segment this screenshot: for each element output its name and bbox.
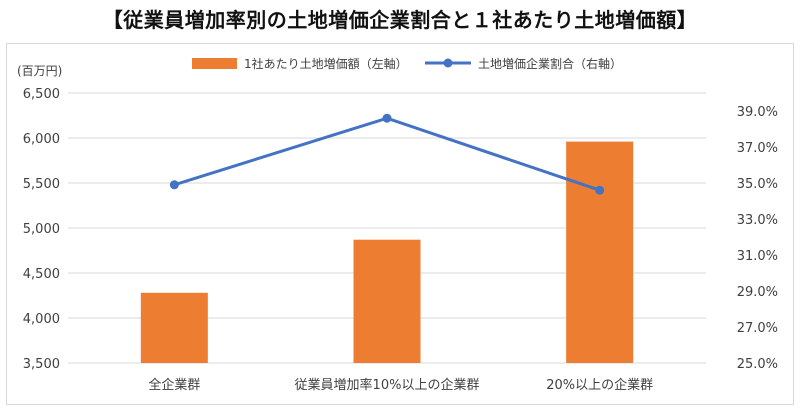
legend-line-marker <box>443 58 453 68</box>
left-axis-tick: 5,500 <box>23 177 60 192</box>
left-axis-tick: 6,000 <box>23 132 60 147</box>
series-line <box>173 116 601 192</box>
right-axis-tick: 29.0% <box>737 285 778 300</box>
right-axis: 25.0% 27.0% 29.0% 31.0% 33.0% 35.0% 37.0% 39.0% <box>737 105 778 372</box>
left-axis-unit: (百万円) <box>17 64 62 78</box>
category-label: 全企業群 <box>148 377 200 393</box>
left-axis-tick: 4,000 <box>23 312 60 327</box>
right-axis-tick: 25.0% <box>737 357 778 372</box>
right-axis-tick: 27.0% <box>737 321 778 336</box>
right-axis-tick: 35.0% <box>737 177 778 192</box>
bar <box>566 141 634 363</box>
category-label: 従業員増加率10%以上の企業群 <box>295 377 480 393</box>
bar <box>140 292 208 363</box>
legend-bar-label: 1社あたり土地増価額（左軸） <box>244 56 408 71</box>
left-axis-tick: 6,500 <box>23 87 60 102</box>
legend-line-label: 土地増価企業割合（右軸） <box>478 56 622 71</box>
right-axis-tick: 33.0% <box>737 213 778 228</box>
category-label: 20%以上の企業群 <box>546 377 653 393</box>
bar-series <box>140 141 634 363</box>
right-axis-tick: 37.0% <box>737 141 778 156</box>
line-point <box>595 185 605 195</box>
line-point <box>169 180 179 190</box>
chart-title: 【従業員増加率別の土地増価企業割合と１社あたり土地増価額】 <box>102 8 698 32</box>
category-axis: 全企業群 従業員増加率10%以上の企業群 20%以上の企業群 <box>148 377 653 393</box>
left-axis-tick: 5,000 <box>23 222 60 237</box>
legend-bar-swatch <box>192 58 237 69</box>
left-axis-tick: 4,500 <box>23 267 60 282</box>
line-point <box>382 113 392 123</box>
line-series <box>169 113 605 195</box>
bar <box>353 239 421 363</box>
right-axis-tick: 31.0% <box>737 249 778 264</box>
left-axis-tick: 3,500 <box>23 357 60 372</box>
chart-frame <box>6 43 794 405</box>
left-axis: 3,500 4,000 4,500 5,000 5,500 6,000 6,500 <box>23 87 60 372</box>
right-axis-tick: 39.0% <box>737 105 778 120</box>
legend: 1社あたり土地増価額（左軸） 土地増価企業割合（右軸） <box>192 56 622 71</box>
